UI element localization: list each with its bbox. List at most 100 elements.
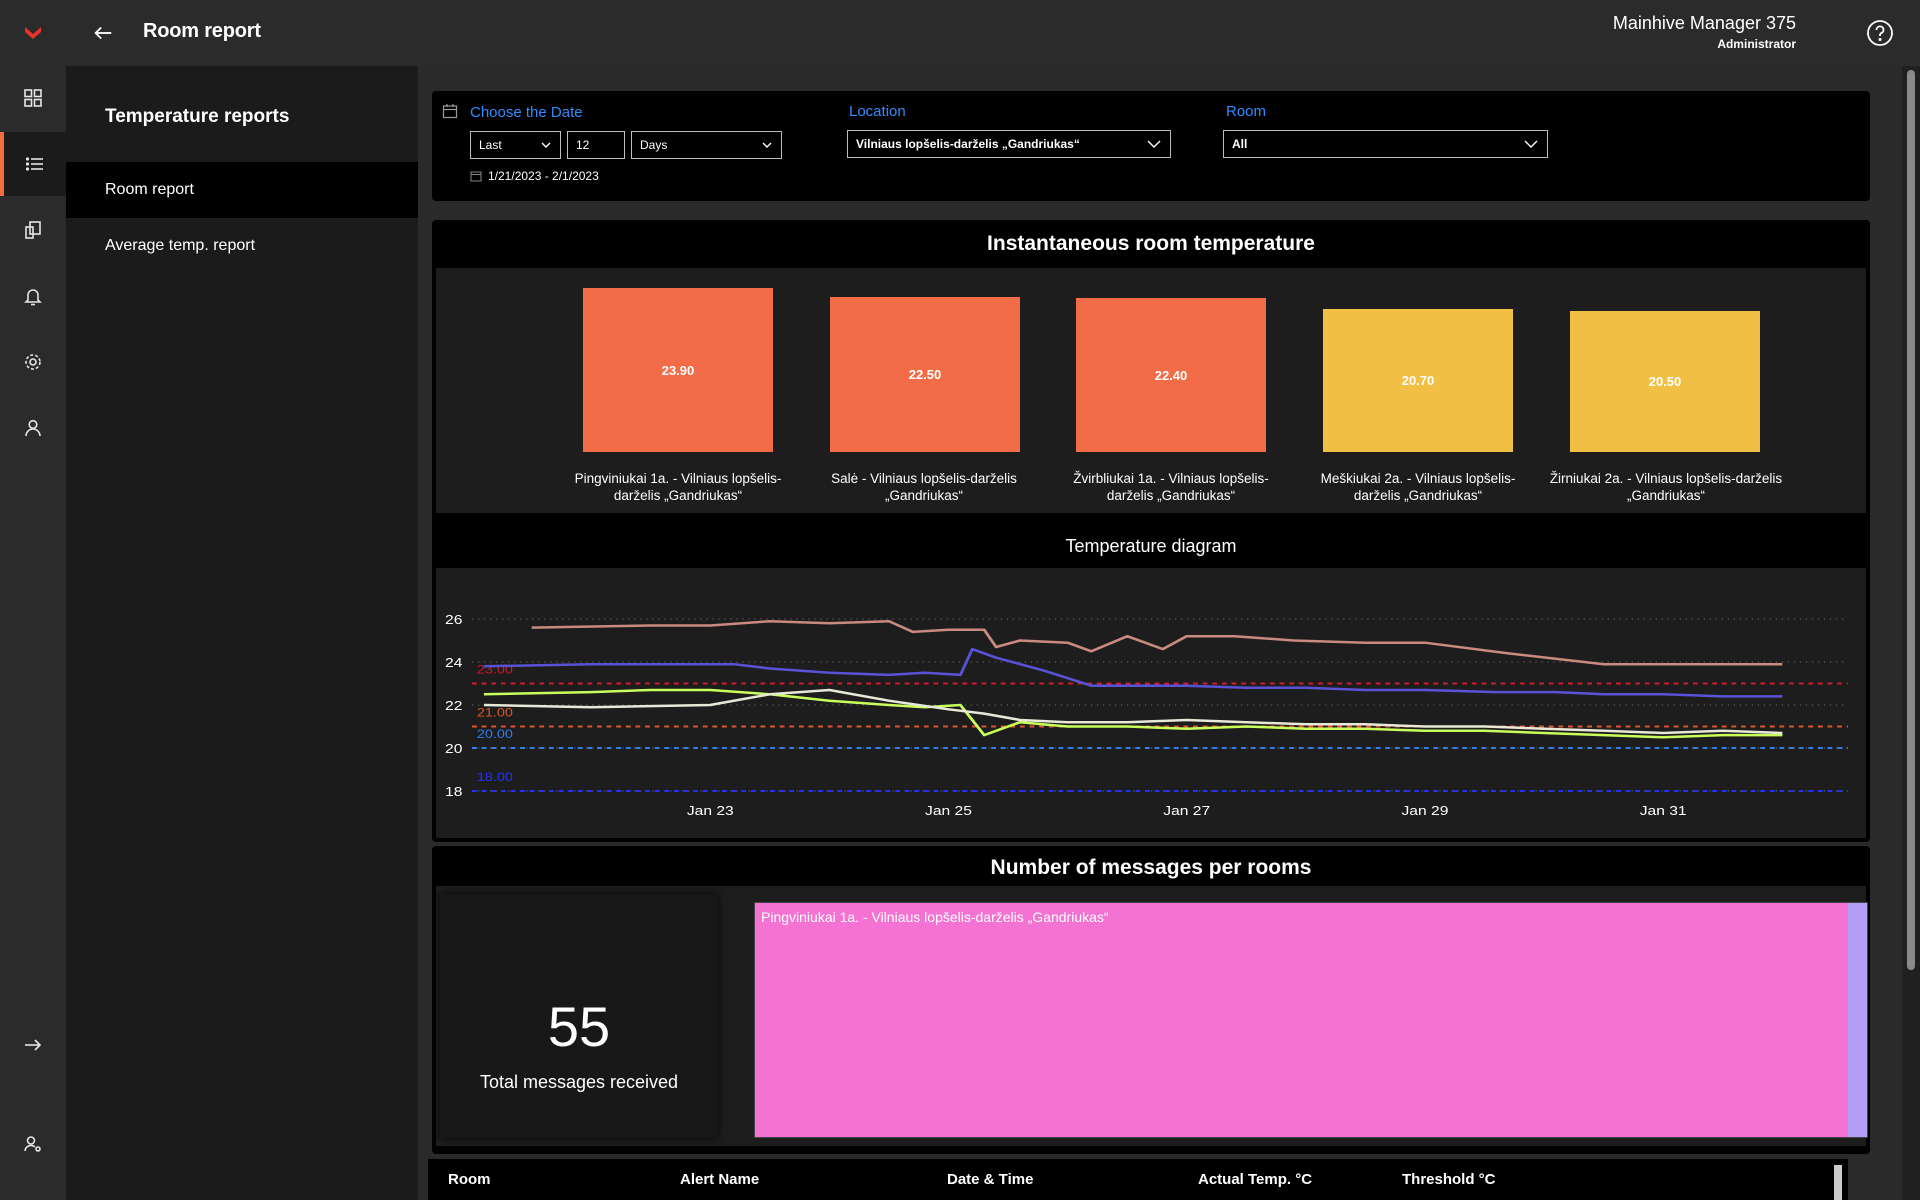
tile-label: Žvirbliukai 1a. - Vilniaus lopšelis-darž…	[1073, 471, 1269, 503]
series-line	[531, 619, 1783, 666]
chevron-down-icon	[1147, 140, 1161, 148]
table-scrollbar[interactable]	[1834, 1165, 1842, 1200]
tile-value: 22.40	[1154, 367, 1188, 383]
dashboard-icon[interactable]	[0, 66, 66, 130]
series-line	[483, 647, 1783, 698]
instant-tiles-area: 23.90 Pingviniukai 1a. - Vilniaus lopšel…	[436, 268, 1866, 513]
messages-area: 55 Total messages received Pingviniukai …	[436, 886, 1868, 1146]
temperature-tile: 20.70	[1323, 309, 1513, 452]
filters-panel: Choose the Date Last 12 Days 1/21/2023 -…	[432, 91, 1870, 201]
x-tick-label: Jan 23	[687, 804, 734, 818]
top-bar: Room report Mainhive Manager 375 Adminis…	[66, 0, 1920, 66]
calendar-icon	[442, 103, 458, 119]
y-tick-label: 18	[445, 785, 462, 799]
reports-sidebar: Temperature reports Room report Average …	[66, 66, 418, 1200]
location-select[interactable]: Vilniaus lopšelis-darželis „Gandriukas“	[847, 130, 1171, 158]
total-messages-label: Total messages received	[479, 1072, 679, 1092]
messages-treemap: Pingviniukai 1a. - Vilniaus lopšelis-dar…	[754, 902, 1868, 1138]
threshold-label: 20.00	[477, 727, 513, 741]
x-tick-label: Jan 27	[1163, 804, 1210, 818]
period-unit-value: Days	[640, 138, 668, 152]
user-settings-icon[interactable]	[0, 1112, 66, 1176]
period-count-value: 12	[576, 138, 590, 152]
calendar-small-icon	[470, 171, 482, 182]
chevron-down-icon	[762, 142, 772, 148]
column-header-alert-name[interactable]: Alert Name	[680, 1171, 760, 1188]
y-tick-label: 20	[445, 742, 462, 756]
page-title: Room report	[143, 20, 261, 42]
list-icon[interactable]	[0, 132, 66, 196]
back-arrow-icon[interactable]	[88, 18, 118, 48]
sidebar-item-label: Average temp. report	[105, 237, 256, 254]
chevron-down-icon	[541, 142, 551, 148]
temperature-tile: 20.50	[1570, 311, 1760, 452]
location-label: Location	[849, 103, 906, 120]
messages-title: Number of messages per rooms	[990, 856, 1312, 879]
room-value: All	[1232, 137, 1248, 151]
diagram-title: Temperature diagram	[1065, 536, 1237, 556]
treemap-cell[interactable]: Pingviniukai 1a. - Vilniaus lopšelis-dar…	[755, 903, 1847, 1137]
logo-icon[interactable]	[0, 1, 66, 65]
temperature-diagram-box: Temperature diagram 26 24 22 20 18 23.00 21.00…	[432, 528, 1870, 842]
column-header-actual-temp[interactable]: Actual Temp. °C	[1198, 1171, 1313, 1188]
threshold-label: 21.00	[477, 706, 513, 720]
treemap-cell-label: Pingviniukai 1a. - Vilniaus lopšelis-dar…	[761, 909, 1109, 925]
x-tick-label: Jan 25	[925, 804, 972, 818]
location-value: Vilniaus lopšelis-darželis „Gandriukas“	[856, 137, 1080, 151]
user-name[interactable]: Mainhive Manager 375	[1612, 13, 1796, 33]
gear-icon[interactable]	[0, 330, 66, 394]
sidebar-item-average-temp-report[interactable]: Average temp. report	[66, 218, 418, 274]
user-icon[interactable]	[0, 396, 66, 460]
temperature-tile: 22.50	[830, 297, 1020, 452]
y-tick-label: 22	[445, 699, 462, 713]
chevron-down-icon	[1524, 140, 1538, 148]
bell-icon[interactable]	[0, 264, 66, 328]
tile-value: 20.70	[1401, 373, 1435, 388]
x-tick-label: Jan 29	[1402, 804, 1449, 818]
period-unit-select[interactable]: Days	[631, 131, 782, 159]
y-tick-label: 24	[445, 656, 462, 670]
page-scrollbar-thumb[interactable]	[1907, 70, 1915, 970]
instant-temperature-panel: Instantaneous room temperature 23.90 Pin…	[432, 220, 1870, 584]
logout-arrow-icon[interactable]	[0, 1013, 66, 1077]
tile-value: 22.50	[908, 367, 942, 382]
period-mode-select[interactable]: Last	[470, 131, 561, 159]
period-count-input[interactable]: 12	[567, 131, 625, 159]
temperature-chart-area: 26 24 22 20 18 23.00 21.00 20.00 18.00 Jan 23 Jan …	[436, 568, 1866, 838]
tile-label: Salė - Vilniaus lopšelis-darželis „Gandr…	[831, 471, 1017, 503]
x-tick-label: Jan 31	[1640, 804, 1687, 818]
room-label: Room	[1226, 103, 1267, 120]
total-messages-count: 55	[547, 995, 611, 1058]
icon-rail	[0, 0, 66, 1200]
user-role: Administrator	[1717, 37, 1796, 51]
help-icon[interactable]	[1866, 19, 1894, 47]
series-line	[483, 688, 1783, 739]
devices-icon[interactable]	[0, 198, 66, 262]
tile-value: 23.90	[661, 362, 695, 378]
column-header-threshold[interactable]: Threshold °C	[1402, 1171, 1496, 1188]
tile-label: Pingviniukai 1a. - Vilniaus lopšelis-dar…	[574, 471, 782, 503]
alerts-table-header: Room Alert Name Date & Time Actual Temp.…	[428, 1159, 1848, 1200]
series-line	[483, 688, 1783, 735]
total-messages-card: 55 Total messages received	[440, 894, 718, 1138]
date-range: 1/21/2023 - 2/1/2023	[470, 169, 599, 183]
tile-label: Meškiukai 2a. - Vilniaus lopšelis-daržel…	[1320, 471, 1516, 503]
tile-value: 20.50	[1648, 374, 1682, 389]
y-tick-label: 26	[445, 613, 462, 627]
sidebar-item-room-report[interactable]: Room report	[66, 162, 418, 218]
room-select[interactable]: All	[1223, 130, 1548, 158]
period-mode-value: Last	[479, 138, 502, 152]
column-header-date-time[interactable]: Date & Time	[947, 1171, 1034, 1188]
sidebar-item-label: Room report	[105, 181, 194, 198]
column-header-room[interactable]: Room	[448, 1171, 491, 1188]
page-scrollbar[interactable]	[1902, 66, 1920, 1200]
messages-panel: Number of messages per rooms 55 Total me…	[432, 846, 1870, 1154]
date-range-text: 1/21/2023 - 2/1/2023	[488, 169, 599, 183]
temperature-tile: 22.40	[1076, 298, 1266, 452]
main-content: Choose the Date Last 12 Days 1/21/2023 -…	[418, 66, 1902, 1200]
date-label: Choose the Date	[470, 104, 583, 121]
tile-label: Žirniukai 2a. - Vilniaus lopšelis-daržel…	[1549, 471, 1783, 503]
threshold-label: 18.00	[477, 770, 513, 784]
treemap-cell-small[interactable]	[1848, 903, 1867, 1137]
